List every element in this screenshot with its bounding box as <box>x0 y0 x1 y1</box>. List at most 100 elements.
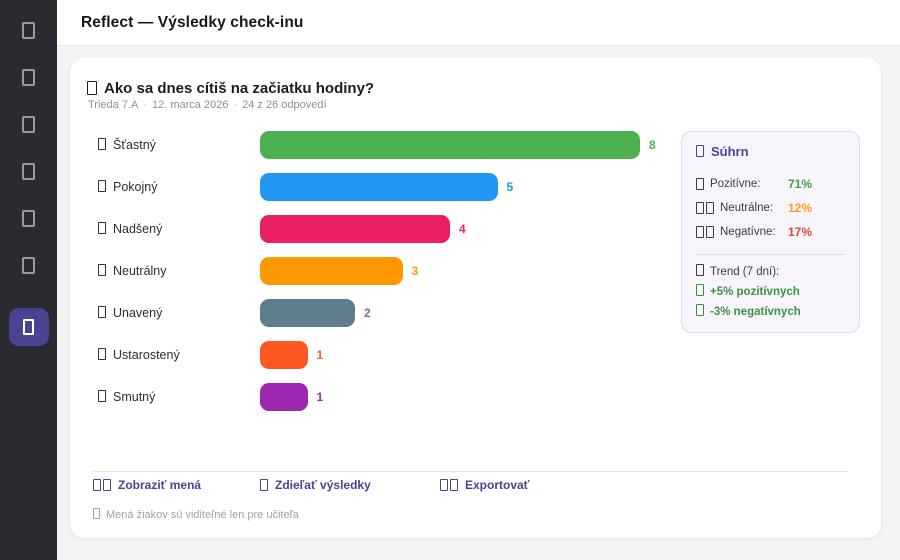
trend-items: +5% pozitívnych -3% negatívnych <box>696 283 845 322</box>
placeholder-glyph-icon <box>22 257 35 274</box>
bar-category-label: Smutný <box>98 390 260 404</box>
bar-row-5: Unavený 2 <box>98 292 673 334</box>
summary-row-label: Neutrálne: <box>696 202 788 214</box>
action-link-label: Zdieľať výsledky <box>275 478 371 492</box>
question-title: Ako sa dnes cítiš na začiatku hodiny? <box>87 80 374 98</box>
placeholder-glyph-icon <box>22 163 35 180</box>
trend-item-text: +5% pozitívnych <box>710 286 800 298</box>
results-card: Ako sa dnes cítiš na začiatku hodiny? Tr… <box>70 58 881 538</box>
summary-emoji-icon <box>696 226 714 238</box>
bar-segment <box>260 257 403 285</box>
bar-category-text: Ustarostený <box>113 348 180 362</box>
trend-arrow-icon <box>696 284 704 296</box>
trend-item-1: +5% pozitívnych <box>696 283 845 303</box>
summary-row-value: 12% <box>788 201 813 215</box>
summary-emoji-icon <box>696 226 704 238</box>
bar-value-label: 1 <box>316 348 324 362</box>
summary-title-text: Súhrn <box>711 144 749 159</box>
bar-segment <box>260 383 308 411</box>
summary-panel: Súhrn Pozitívne: 71% Neutrálne: 12% Negatívn… <box>681 131 860 333</box>
placeholder-glyph-icon <box>22 69 35 86</box>
sidebar-item-nav-4[interactable] <box>22 163 35 180</box>
summary-row-value: 71% <box>788 177 813 191</box>
meta-responses: 24 z 26 odpovedí <box>242 99 327 111</box>
bar-category-text: Neutrálny <box>113 264 167 278</box>
mood-emoji-icon <box>98 138 106 150</box>
action-placeholder-icon <box>103 479 111 491</box>
trend-arrow-icon <box>696 303 704 316</box>
summary-row-value: 17% <box>788 225 813 239</box>
summary-row-text: Pozitívne: <box>710 178 761 190</box>
bar-row-3: Nadšený 4 <box>98 208 673 250</box>
meta-line: Trieda 7.A · 12. marca 2026 · 24 z 26 odpove… <box>88 99 327 111</box>
bar-category-label: Ustarostený <box>98 348 260 362</box>
meta-separator: · <box>143 99 148 111</box>
bar-category-label: Šťastný <box>98 138 260 152</box>
mood-bar-chart: Šťastný 8 Pokojný 5 Nadšený 4 Neutrálny 3 Unaven… <box>98 124 673 418</box>
placeholder-glyph-icon <box>22 116 35 133</box>
trend-item-2: -3% negatívnych <box>696 303 845 323</box>
action-link-share-results[interactable]: Zdieľať výsledky <box>260 478 371 492</box>
summary-row-1: Pozitívne: 71% <box>696 172 845 196</box>
action-placeholder-icon <box>93 479 111 491</box>
sidebar-item-nav-1[interactable] <box>22 22 35 39</box>
mood-emoji-icon <box>98 222 106 234</box>
summary-emoji-icon <box>696 145 704 157</box>
bar-category-text: Pokojný <box>113 180 158 194</box>
app-header: Reflect — Výsledky check-inu <box>57 0 900 46</box>
summary-row-text: Negatívne: <box>720 226 776 238</box>
action-placeholder-icon <box>440 479 448 491</box>
trend-title: Trend (7 dní): <box>696 264 845 278</box>
footer-actions: Zobraziť mená Zdieľať výsledky Exportovať <box>93 478 847 496</box>
action-link-show-names[interactable]: Zobraziť mená <box>93 478 201 492</box>
bar-category-text: Nadšený <box>113 222 163 236</box>
action-placeholder-icon <box>93 479 101 491</box>
bar-category-text: Unavený <box>113 306 163 320</box>
mood-emoji-icon <box>98 180 106 192</box>
summary-emoji-icon <box>696 202 714 214</box>
placeholder-glyph-icon <box>23 319 34 335</box>
sidebar-item-nav-active[interactable] <box>8 308 49 346</box>
privacy-note: Mená žiakov sú viditeľné len pre učiteľa <box>93 508 299 521</box>
sidebar-item-nav-5[interactable] <box>22 210 35 227</box>
bar-value-label: 5 <box>506 180 514 194</box>
placeholder-glyph-icon <box>22 22 35 39</box>
privacy-note-text: Mená žiakov sú viditeľné len pre učiteľa <box>106 509 299 521</box>
action-placeholder-icon <box>260 479 268 491</box>
bar-segment <box>260 131 640 159</box>
summary-row-label: Pozitívne: <box>696 178 788 190</box>
action-placeholder-icon <box>260 479 268 491</box>
bar-segment <box>260 215 450 243</box>
bar-category-label: Neutrálny <box>98 264 260 278</box>
app-title: Reflect — Výsledky check-inu <box>81 13 304 31</box>
placeholder-glyph-icon <box>22 210 35 227</box>
bar-value-label: 8 <box>649 138 656 152</box>
summary-emoji-icon <box>706 226 714 238</box>
summary-title: Súhrn <box>696 144 845 159</box>
trend-title-text: Trend (7 dní): <box>710 266 780 278</box>
sidebar-item-nav-6[interactable] <box>22 257 35 274</box>
sidebar-item-nav-2[interactable] <box>22 69 35 86</box>
meta-separator: · <box>233 99 238 111</box>
action-link-label: Zobraziť mená <box>118 478 202 492</box>
bar-value-label: 2 <box>364 306 371 320</box>
bar-category-text: Smutný <box>113 390 156 404</box>
bar-row-1: Šťastný 8 <box>98 124 673 166</box>
lock-placeholder-icon <box>93 508 100 519</box>
bar-value-label: 3 <box>411 264 419 278</box>
mood-emoji-icon <box>98 306 106 318</box>
meta-date: 12. marca 2026 <box>152 99 229 111</box>
summary-emoji-icon <box>706 202 714 214</box>
summary-row-2: Neutrálne: 12% <box>696 196 845 220</box>
bar-value-label: 4 <box>459 222 466 236</box>
summary-emoji-icon <box>696 178 704 190</box>
action-link-export[interactable]: Exportovať <box>440 478 529 492</box>
bar-category-text: Šťastný <box>113 138 156 152</box>
bar-segment <box>260 173 498 201</box>
bar-value-label: 1 <box>316 390 324 404</box>
sidebar-item-nav-3[interactable] <box>22 116 35 133</box>
mood-emoji-icon <box>98 390 106 402</box>
sidebar <box>0 0 57 560</box>
bar-row-2: Pokojný 5 <box>98 166 673 208</box>
